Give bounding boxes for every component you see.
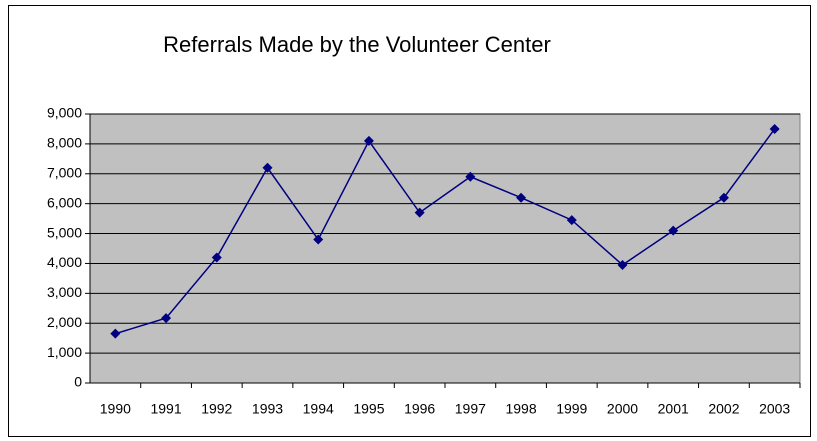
x-tick-label: 1998 [505, 401, 536, 417]
x-tick-label: 2003 [759, 401, 790, 417]
y-tick-label: 5,000 [47, 224, 82, 240]
data-point [718, 192, 729, 203]
data-point [161, 313, 172, 324]
data-point [516, 192, 527, 203]
series-line [115, 128, 776, 335]
x-tick-label: 1990 [100, 401, 131, 417]
y-tick-label: 8,000 [47, 135, 82, 151]
x-tick-label: 2002 [708, 401, 739, 417]
y-tick-label: 9,000 [47, 105, 82, 121]
x-tick-label: 1995 [353, 401, 384, 417]
x-tick-label: 2001 [658, 401, 689, 417]
y-tick-label: 3,000 [47, 284, 82, 300]
x-tick-label: 2000 [607, 401, 638, 417]
data-point [262, 162, 273, 173]
y-tick-label: 6,000 [47, 194, 82, 210]
y-tick-label: 7,000 [47, 164, 82, 180]
data-point [668, 225, 679, 236]
data-point [363, 135, 374, 146]
plot-area [89, 113, 801, 384]
data-point [465, 171, 476, 182]
data-point [769, 123, 780, 134]
data-point [110, 328, 121, 339]
y-tick-label: 0 [74, 374, 82, 390]
y-tick-label: 4,000 [47, 254, 82, 270]
data-point [313, 234, 324, 245]
x-tick-label: 1999 [556, 401, 587, 417]
x-tick-label: 1992 [201, 401, 232, 417]
y-tick-label: 2,000 [47, 314, 82, 330]
data-point [211, 252, 222, 263]
y-tick-label: 1,000 [47, 344, 82, 360]
x-tick-label: 1997 [455, 401, 486, 417]
x-tick-label: 1996 [404, 401, 435, 417]
data-point [617, 259, 628, 270]
x-tick-label: 1994 [303, 401, 334, 417]
x-tick-label: 1991 [150, 401, 181, 417]
data-point [414, 207, 425, 218]
x-tick-label: 1993 [252, 401, 283, 417]
data-point [566, 215, 577, 226]
chart-title: Referrals Made by the Volunteer Center [163, 32, 551, 57]
